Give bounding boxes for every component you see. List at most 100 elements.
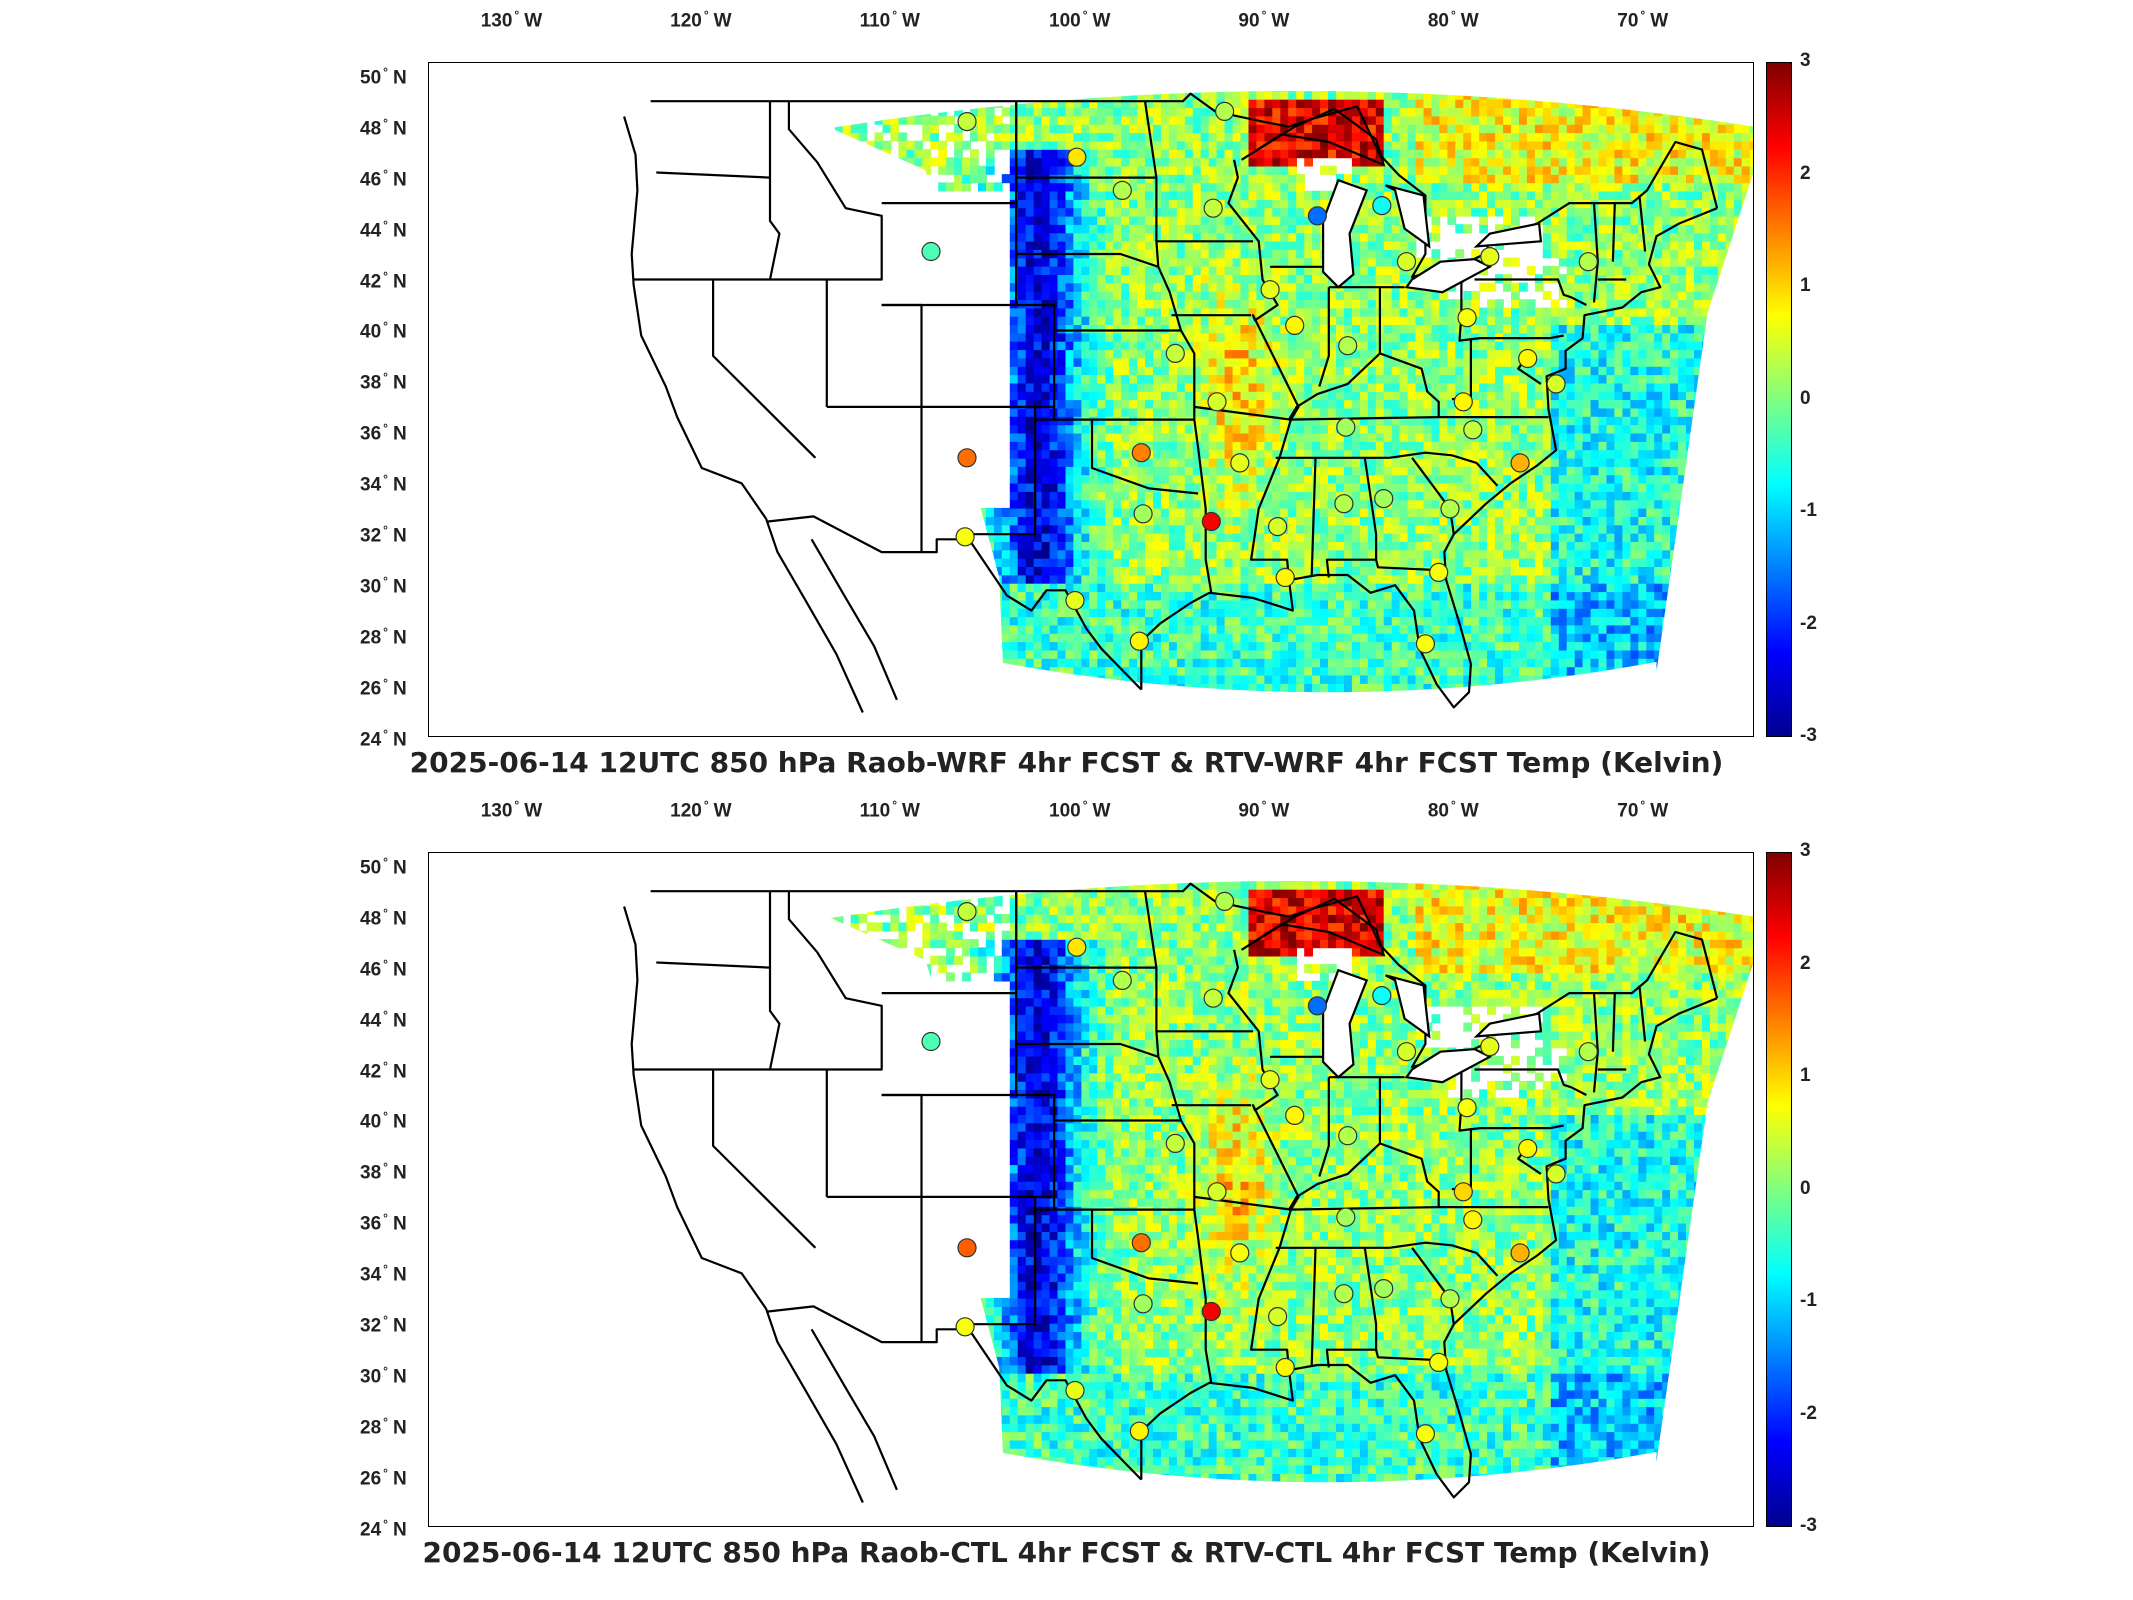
field-cell — [1383, 557, 1393, 567]
field-cell — [1479, 524, 1488, 534]
field-cell — [1161, 299, 1170, 309]
field-cell — [1312, 633, 1321, 643]
field-cell — [1208, 382, 1218, 392]
field-cell — [1200, 91, 1210, 100]
field-cell — [1216, 482, 1226, 492]
field-cell — [1479, 583, 1488, 593]
field-cell — [1288, 99, 1297, 109]
field-cell — [1073, 374, 1083, 384]
field-cell — [858, 157, 868, 167]
field-cell — [1423, 315, 1433, 325]
field-cell — [1097, 499, 1107, 509]
field-cell — [1479, 541, 1488, 551]
field-cell — [1375, 91, 1385, 100]
field-cell — [1057, 691, 1067, 693]
field-cell — [1423, 541, 1433, 551]
field-cell — [1049, 290, 1059, 300]
field-cell — [1113, 608, 1122, 618]
field-cell — [1073, 407, 1083, 417]
field-cell — [842, 608, 852, 618]
field-cell — [1153, 524, 1162, 534]
field-cell — [1351, 299, 1361, 309]
field-cell — [1447, 124, 1457, 134]
field-cell — [1240, 149, 1250, 159]
field-cell — [1359, 232, 1369, 242]
field-cell — [1264, 224, 1274, 234]
field-cell — [1033, 232, 1043, 242]
field-cell — [882, 182, 892, 192]
field-cell — [954, 591, 963, 601]
field-cell — [1455, 574, 1465, 584]
field-cell — [1256, 341, 1266, 351]
field-cell — [1224, 583, 1234, 593]
field-cell — [1129, 391, 1138, 401]
field-cell — [1240, 399, 1250, 409]
field-cell — [1343, 566, 1353, 576]
field-cell — [1073, 290, 1083, 300]
field-cell — [1153, 265, 1162, 275]
field-cell — [1176, 541, 1186, 551]
field-cell — [1224, 341, 1234, 351]
field-cell — [1264, 608, 1274, 618]
field-cell — [858, 165, 868, 175]
field-cell — [1312, 282, 1321, 292]
field-cell — [1296, 366, 1305, 376]
field-cell — [1304, 157, 1313, 167]
field-cell — [1240, 691, 1250, 693]
field-cell — [1192, 282, 1202, 292]
field-cell — [946, 599, 955, 609]
field-cell — [1017, 107, 1027, 117]
field-cell — [1161, 307, 1170, 317]
field-cell — [1121, 324, 1130, 334]
field-cell — [1089, 666, 1099, 676]
field-cell — [1017, 549, 1027, 559]
field-cell — [1081, 274, 1091, 284]
field-cell — [1129, 165, 1138, 175]
field-cell — [1240, 449, 1250, 459]
field-cell — [1216, 624, 1226, 634]
field-cell — [1415, 432, 1425, 442]
field-cell — [834, 140, 844, 150]
field-cell — [1113, 457, 1122, 467]
field-cell — [1232, 315, 1242, 325]
field-cell — [1216, 374, 1226, 384]
field-cell — [1168, 182, 1178, 192]
field-cell — [1407, 391, 1417, 401]
field-cell — [1224, 274, 1234, 284]
hemisphere: N — [392, 270, 407, 292]
field-cell — [1113, 332, 1122, 342]
tick-value: 100 — [1049, 10, 1081, 32]
field-cell — [1073, 424, 1083, 434]
field-cell — [1304, 307, 1313, 317]
field-cell — [1296, 290, 1305, 300]
field-cell — [1272, 382, 1282, 392]
field-cell — [1232, 633, 1242, 643]
field-cell — [1463, 290, 1473, 300]
field-cell — [1336, 541, 1345, 551]
field-cell — [1089, 265, 1099, 275]
field-cell — [1240, 616, 1250, 626]
field-cell — [1033, 524, 1043, 534]
field-cell — [1439, 324, 1449, 334]
field-cell — [1343, 399, 1353, 409]
field-cell — [1017, 299, 1027, 309]
field-cell — [1121, 591, 1130, 601]
field-cell — [1208, 466, 1218, 476]
field-cell — [1431, 215, 1441, 225]
field-cell — [1041, 274, 1051, 284]
field-cell — [1375, 265, 1385, 275]
field-cell — [1296, 691, 1305, 693]
field-cell — [1280, 391, 1290, 401]
field-cell — [1097, 349, 1107, 359]
field-cell — [1176, 265, 1186, 275]
field-cell — [1017, 324, 1027, 334]
field-cell — [1272, 641, 1282, 651]
field-cell — [1153, 91, 1162, 100]
field-cell — [1073, 132, 1083, 142]
field-cell — [1129, 674, 1138, 684]
field-cell — [1312, 232, 1321, 242]
field-cell — [1351, 382, 1361, 392]
field-cell — [1343, 132, 1353, 142]
field-cell — [1176, 616, 1186, 626]
field-cell — [1264, 424, 1274, 434]
